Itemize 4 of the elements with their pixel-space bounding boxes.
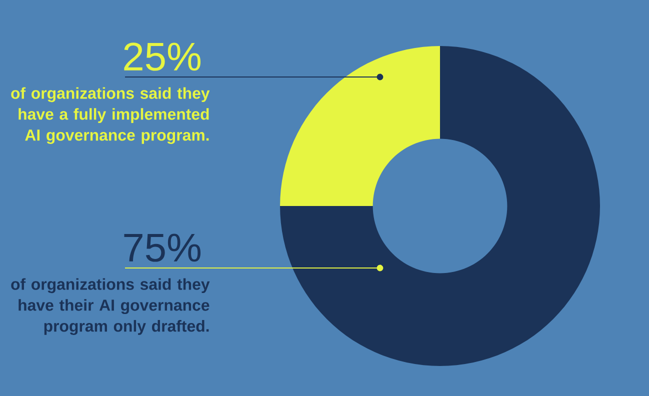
slice-label: of organizations said they have their AI governance program only drafted.	[11, 278, 210, 335]
slice-label: of organizations said they have a fully implemented AI governance program.	[11, 87, 210, 144]
data-label: 25%	[124, 42, 201, 71]
data-label: 75%	[124, 234, 201, 262]
